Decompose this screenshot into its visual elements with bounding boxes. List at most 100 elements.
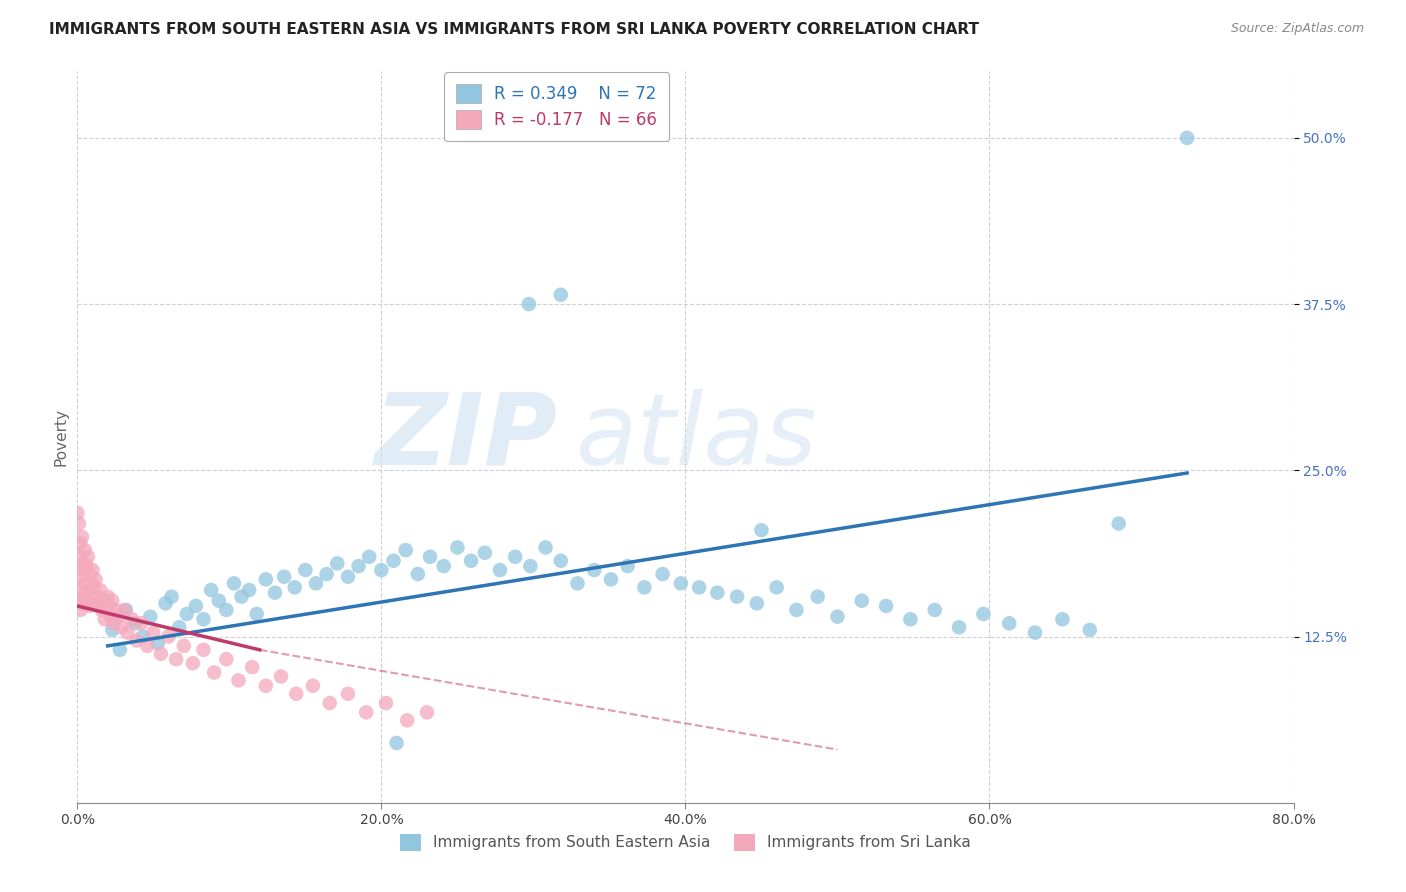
- Point: [79, 567, 101, 582]
- Legend: Immigrants from South Eastern Asia, Immigrants from Sri Lanka: Immigrants from South Eastern Asia, Immi…: [394, 828, 977, 857]
- Point: [115, 603, 138, 617]
- Point: [72, 590, 94, 604]
- Point: [69, 536, 91, 550]
- Point: [616, 559, 638, 574]
- Point: [765, 580, 787, 594]
- Point: [86, 590, 108, 604]
- Point: [706, 585, 728, 599]
- Point: [79, 599, 101, 613]
- Point: [305, 576, 328, 591]
- Point: [67, 549, 90, 564]
- Point: [222, 576, 245, 591]
- Point: [460, 554, 482, 568]
- Point: [254, 679, 277, 693]
- Point: [347, 559, 370, 574]
- Point: [80, 576, 103, 591]
- Point: [326, 557, 349, 571]
- Point: [77, 549, 100, 564]
- Point: [370, 563, 392, 577]
- Point: [315, 567, 337, 582]
- Point: [688, 580, 710, 594]
- Point: [489, 563, 512, 577]
- Point: [785, 603, 807, 617]
- Point: [972, 607, 994, 621]
- Point: [93, 612, 115, 626]
- Point: [240, 660, 263, 674]
- Point: [202, 665, 225, 680]
- Text: Source: ZipAtlas.com: Source: ZipAtlas.com: [1230, 22, 1364, 36]
- Point: [807, 590, 830, 604]
- Point: [567, 576, 589, 591]
- Point: [165, 652, 187, 666]
- Point: [336, 687, 359, 701]
- Text: atlas: atlas: [576, 389, 818, 485]
- Point: [157, 630, 180, 644]
- Point: [87, 599, 110, 613]
- Point: [75, 559, 97, 574]
- Point: [519, 559, 541, 574]
- Point: [108, 643, 131, 657]
- Point: [101, 623, 124, 637]
- Point: [149, 647, 172, 661]
- Point: [875, 599, 897, 613]
- Point: [107, 609, 129, 624]
- Point: [517, 297, 540, 311]
- Point: [1108, 516, 1130, 531]
- Point: [751, 523, 773, 537]
- Point: [215, 652, 238, 666]
- Point: [77, 585, 100, 599]
- Point: [100, 609, 122, 624]
- Point: [139, 609, 162, 624]
- Text: IMMIGRANTS FROM SOUTH EASTERN ASIA VS IMMIGRANTS FROM SRI LANKA POVERTY CORRELAT: IMMIGRANTS FROM SOUTH EASTERN ASIA VS IM…: [49, 22, 979, 37]
- Point: [121, 612, 143, 626]
- Point: [600, 573, 623, 587]
- Point: [70, 530, 93, 544]
- Point: [125, 633, 148, 648]
- Point: [273, 570, 295, 584]
- Point: [851, 593, 873, 607]
- Point: [103, 616, 125, 631]
- Point: [284, 580, 307, 594]
- Point: [75, 593, 97, 607]
- Point: [129, 616, 152, 631]
- Point: [82, 596, 104, 610]
- Point: [117, 625, 139, 640]
- Point: [382, 554, 405, 568]
- Point: [184, 599, 207, 613]
- Point: [900, 612, 922, 626]
- Point: [155, 596, 177, 610]
- Point: [354, 706, 377, 720]
- Point: [181, 656, 204, 670]
- Point: [167, 620, 190, 634]
- Point: [433, 559, 456, 574]
- Point: [101, 593, 124, 607]
- Y-axis label: Poverty: Poverty: [53, 408, 69, 467]
- Point: [70, 563, 93, 577]
- Point: [416, 706, 439, 720]
- Point: [550, 287, 572, 301]
- Point: [503, 549, 526, 564]
- Point: [193, 643, 215, 657]
- Point: [142, 625, 165, 640]
- Point: [73, 543, 96, 558]
- Point: [396, 714, 419, 728]
- Point: [176, 607, 198, 621]
- Point: [419, 549, 441, 564]
- Point: [385, 736, 408, 750]
- Point: [146, 636, 169, 650]
- Point: [285, 687, 308, 701]
- Point: [302, 679, 325, 693]
- Point: [270, 669, 292, 683]
- Text: ZIP: ZIP: [375, 389, 558, 485]
- Point: [83, 580, 105, 594]
- Point: [1078, 623, 1101, 637]
- Point: [73, 576, 96, 591]
- Point: [228, 673, 250, 688]
- Point: [1052, 612, 1074, 626]
- Point: [583, 563, 606, 577]
- Point: [114, 603, 136, 617]
- Point: [215, 603, 238, 617]
- Point: [72, 557, 94, 571]
- Point: [208, 593, 231, 607]
- Point: [395, 543, 418, 558]
